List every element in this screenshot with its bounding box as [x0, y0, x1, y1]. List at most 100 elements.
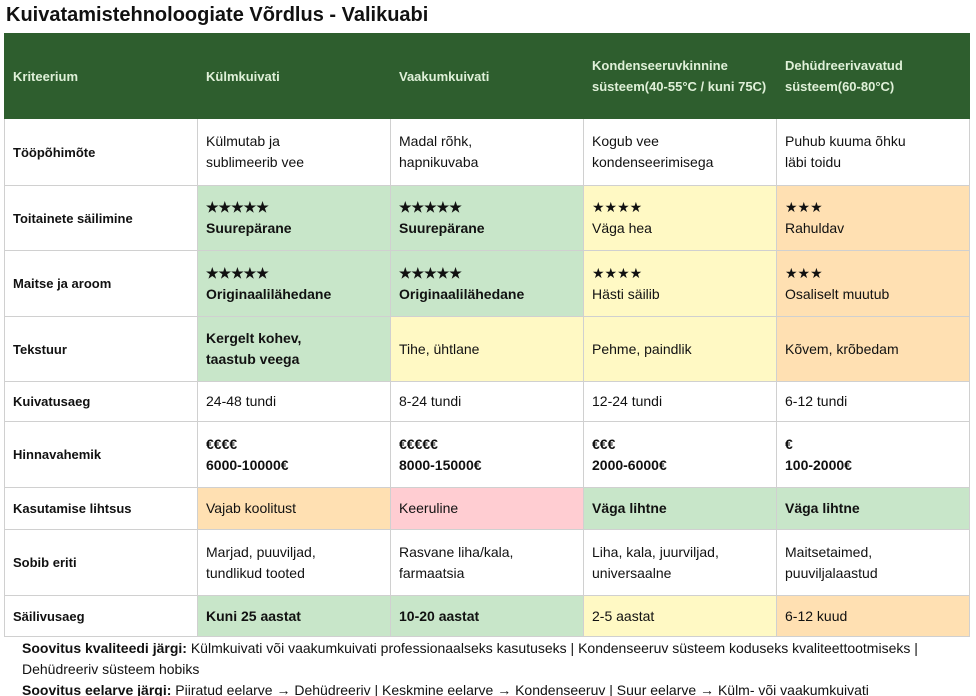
- cell-line: Dehüdreeriv: [785, 58, 861, 73]
- cell-line: Rasvane liha/kala,: [399, 543, 514, 560]
- cell-line: Väga lihtne: [785, 500, 860, 516]
- cell-line: taastub veega: [206, 351, 300, 367]
- recommendation: Soovitus eelarve järgi: Piiratud eelarve…: [22, 680, 962, 696]
- cell-line: Rahuldav: [785, 220, 845, 236]
- cell-line: ★★★★: [592, 264, 643, 281]
- table-cell: ★★★★★ Originaalilähedane: [390, 250, 584, 317]
- table-cell: 6-12 tundi: [776, 381, 970, 422]
- table-row: Säilivusaeg Kuni 25 aastat 10-20 aastat 2-5…: [4, 595, 970, 637]
- cell-line: ★★★★: [592, 199, 643, 215]
- comparison-table: Kriteerium Külmkuivati Vaakumkuivati Konden…: [4, 33, 970, 637]
- table-cell: Kogub vee kondenseerimisega: [583, 118, 777, 186]
- cell-line: Külmutab ja: [206, 133, 280, 149]
- footer: Soovitus kvaliteedi järgi: Külmkuivati v…: [22, 638, 962, 696]
- cell-line: tundlikud tooted: [206, 564, 305, 581]
- cell-line: (60-80°C): [837, 79, 895, 94]
- cell-line: kondenseerimisega: [592, 154, 714, 170]
- cell-line: Osaliselt muutub: [785, 285, 890, 302]
- cell-line: farmaatsia: [399, 564, 465, 581]
- table-cell: 2-5 aastat: [583, 595, 777, 637]
- cell-line: Puhub kuuma õhku: [785, 133, 906, 149]
- table-cell: 8-24 tundi: [390, 381, 584, 422]
- table-cell: Puhub kuuma õhku läbi toidu: [776, 118, 970, 186]
- header-cell: Kriteerium: [4, 33, 198, 119]
- cell-line: Hästi säilib: [592, 285, 660, 302]
- table-cell: Marjad, puuviljad, tundlikud tooted: [197, 529, 391, 596]
- table-row: Hinnavahemik €€€€ 6000-10000€ €€€€€ 8000-150…: [4, 421, 970, 488]
- table-cell: ★★★★★ Suurepärane: [197, 185, 391, 251]
- cell-line: Tihe, ühtlane: [399, 340, 480, 357]
- cell-line: 2-5 aastat: [592, 607, 655, 624]
- recommendation-text: Külmkuivati või vaakumkuivati profession…: [22, 640, 918, 677]
- table-cell: 24-48 tundi: [197, 381, 391, 422]
- table-cell: Kergelt kohev, taastub veega: [197, 316, 391, 382]
- table-cell: ★★★★ Hästi säilib: [583, 250, 777, 317]
- cell-line: Madal rõhk,: [399, 133, 473, 149]
- table-cell: Keeruline: [390, 487, 584, 530]
- recommendation-label: Soovitus kvaliteedi järgi:: [22, 640, 187, 656]
- cell-line: Külmkuivati: [206, 68, 280, 84]
- cell-line: Liha, kala, juurviljad,: [592, 543, 719, 560]
- cell-line: Väga lihtne: [592, 500, 667, 516]
- cell-line: ★★★: [785, 199, 823, 215]
- header-cell: Kondenseeruvkinnine süsteem(40-55°C / ku…: [583, 33, 777, 119]
- cell-line: Kondenseeruv: [592, 58, 683, 73]
- cell-line: Originaalilähedane: [206, 285, 332, 302]
- table-cell: Pehme, paindlik: [583, 316, 777, 382]
- cell-line: Maitsetaimed,: [785, 543, 873, 560]
- table-cell: 10-20 aastat: [390, 595, 584, 637]
- cell-line: Vajab koolitust: [206, 500, 297, 516]
- row-label: Kasutamise lihtsus: [4, 487, 198, 530]
- header-cell: Dehüdreerivavatud süsteem(60-80°C): [776, 33, 970, 119]
- row-label: Maitse ja aroom: [4, 250, 198, 317]
- table-cell: Vajab koolitust: [197, 487, 391, 530]
- cell-line: €: [785, 435, 793, 452]
- recommendation-label: Soovitus eelarve järgi:: [22, 682, 172, 696]
- cell-line: Pehme, paindlik: [592, 340, 692, 357]
- row-label: Sobib eriti: [4, 529, 198, 596]
- cell-line: Vaakumkuivati: [399, 68, 490, 84]
- cell-line: Suurepärane: [399, 220, 485, 236]
- cell-line: 6-12 tundi: [785, 393, 848, 409]
- table-cell: ★★★ Rahuldav: [776, 185, 970, 251]
- cell-line: Väga hea: [592, 220, 652, 236]
- header-cell: Külmkuivati: [197, 33, 391, 119]
- table-row: Toitainete säilimine ★★★★★ Suurepärane ★★★★…: [4, 185, 970, 251]
- cell-line: ★★★★★: [399, 199, 462, 215]
- table-head: Kriteerium Külmkuivati Vaakumkuivati Konden…: [4, 33, 970, 119]
- recommendation-text: Piiratud eelarve → Dehüdreeriv | Keskmin…: [175, 682, 869, 696]
- table-cell: €€€€€ 8000-15000€: [390, 421, 584, 488]
- cell-line: 8000-15000€: [399, 456, 482, 473]
- cell-line: Marjad, puuviljad,: [206, 543, 316, 560]
- row-label: Tööpõhimõte: [4, 118, 198, 186]
- table-cell: €100-2000€: [776, 421, 970, 488]
- row-label: Säilivusaeg: [4, 595, 198, 637]
- cell-line: Originaalilähedane: [399, 285, 525, 302]
- cell-line: ★★★: [785, 264, 823, 281]
- cell-line: (40-55°C / kuni 75C): [644, 79, 767, 94]
- cell-line: Kõvem, krõbedam: [785, 340, 899, 357]
- cell-line: Kuni 25 aastat: [206, 607, 301, 624]
- table-cell: Kõvem, krõbedam: [776, 316, 970, 382]
- cell-line: Kogub vee: [592, 133, 659, 149]
- cell-line: universaalne: [592, 564, 672, 581]
- table-cell: Maitsetaimed, puuviljalaastud: [776, 529, 970, 596]
- cell-line: ★★★★★: [206, 264, 269, 281]
- table-body: Tööpõhimõte Külmutab ja sublimeerib vee Mad…: [4, 118, 970, 637]
- header-row: Kriteerium Külmkuivati Vaakumkuivati Konden…: [4, 33, 970, 119]
- table-cell: Liha, kala, juurviljad, universaalne: [583, 529, 777, 596]
- cell-line: 24-48 tundi: [206, 393, 277, 409]
- table-cell: €€€€ 6000-10000€: [197, 421, 391, 488]
- cell-line: läbi toidu: [785, 154, 842, 170]
- table-cell: Kuni 25 aastat: [197, 595, 391, 637]
- cell-line: 10-20 aastat: [399, 607, 480, 624]
- table-cell: 6-12 kuud: [776, 595, 970, 637]
- cell-line: 100-2000€: [785, 456, 852, 473]
- table-cell: €€€ 2000-6000€: [583, 421, 777, 488]
- table-cell: ★★★ Osaliselt muutub: [776, 250, 970, 317]
- table-cell: ★★★★★ Originaalilähedane: [197, 250, 391, 317]
- cell-line: Kergelt kohev,: [206, 330, 302, 346]
- table-cell: Väga lihtne: [583, 487, 777, 530]
- row-label: Toitainete säilimine: [4, 185, 198, 251]
